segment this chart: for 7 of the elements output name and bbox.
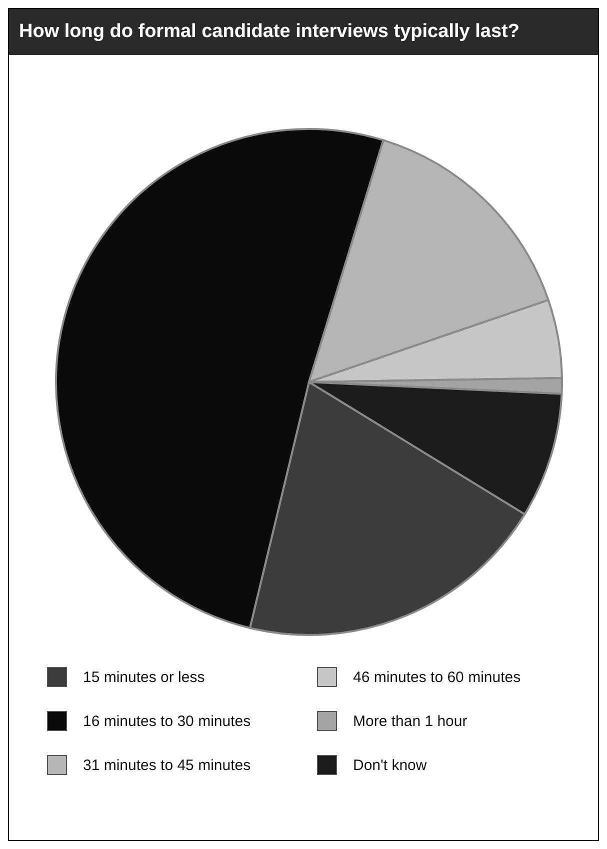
legend-label: 16 minutes to 30 minutes xyxy=(83,712,251,730)
legend-label: 31 minutes to 45 minutes xyxy=(83,756,251,774)
legend-label: 46 minutes to 60 minutes xyxy=(353,668,521,686)
legend-label: 15 minutes or less xyxy=(83,668,205,686)
chart-title: How long do formal candidate interviews typically last? xyxy=(9,9,598,55)
legend-label: More than 1 hour xyxy=(353,712,468,730)
legend-label: Don't know xyxy=(353,756,427,774)
